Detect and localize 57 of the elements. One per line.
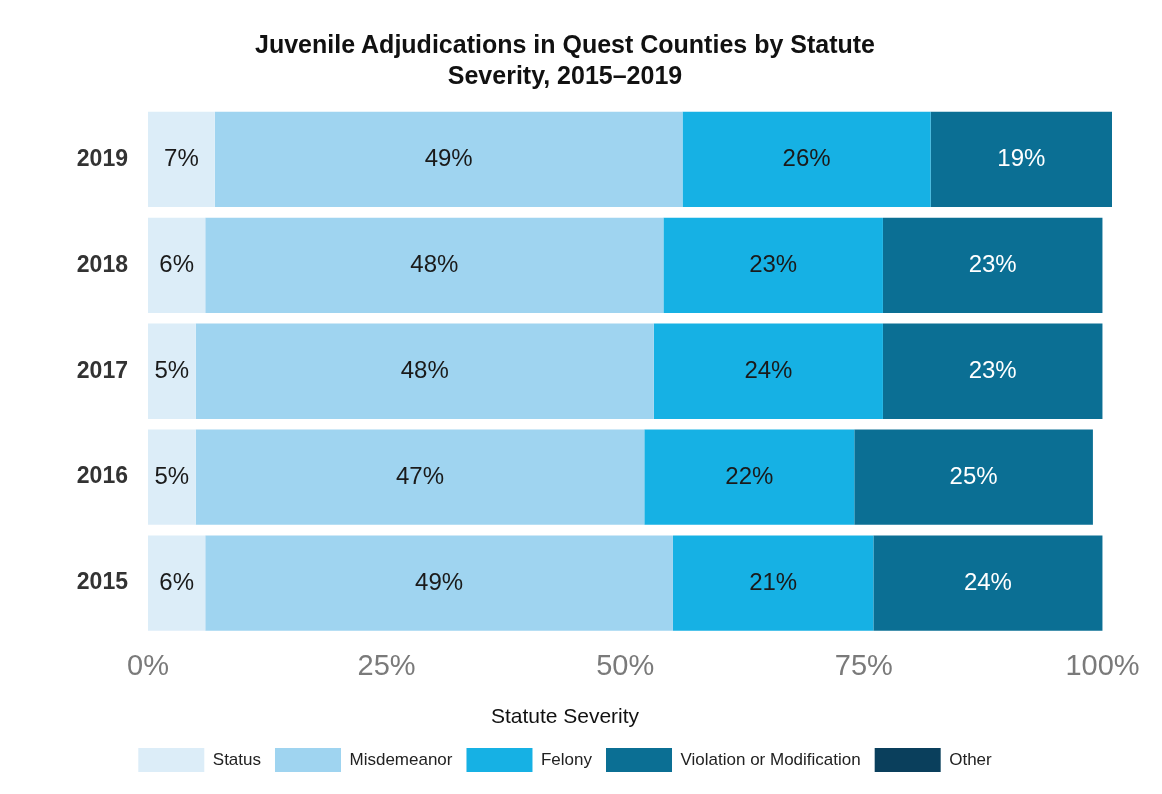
bar <box>682 111 931 208</box>
bar <box>148 429 196 525</box>
y-tick-label: 2015 <box>76 568 129 595</box>
x-tick-label: 0% <box>127 649 169 682</box>
data-label: 21% <box>749 567 798 595</box>
data-label: 48% <box>400 355 449 383</box>
legend-title: Statute Severity <box>490 704 640 728</box>
data-label: 22% <box>725 461 774 489</box>
data-label: 24% <box>744 355 793 383</box>
data-label: 49% <box>415 567 464 595</box>
bar <box>148 535 206 631</box>
legend-label: Violation or Modification <box>680 749 861 769</box>
bar <box>148 323 196 419</box>
chart-title: Juvenile Adjudications in Quest Counties by Statute Severity, 2015–2019 <box>255 29 876 89</box>
data-label: 48% <box>410 249 459 277</box>
data-label: 7% <box>164 144 199 172</box>
bar <box>644 429 855 525</box>
bar <box>195 323 654 419</box>
x-tick-label: 50% <box>596 649 655 682</box>
data-label: 47% <box>396 461 445 489</box>
legend-label: Felony <box>540 749 593 769</box>
data-label: 5% <box>154 355 190 383</box>
legend-label: Status <box>212 749 261 769</box>
legend-label: Misdemeanor <box>349 749 453 769</box>
bar <box>882 217 1103 314</box>
bar <box>205 535 673 631</box>
y-tick-label: 2019 <box>76 144 128 171</box>
bar <box>653 323 883 419</box>
data-label: 25% <box>949 461 998 489</box>
data-label: 24% <box>963 567 1012 595</box>
bar <box>873 535 1103 631</box>
data-label: 23% <box>968 249 1017 277</box>
bar <box>148 217 206 314</box>
x-tick-label: 100% <box>1065 649 1140 682</box>
bar <box>882 323 1103 419</box>
bar <box>195 429 645 525</box>
data-label: 26% <box>782 144 831 172</box>
bar <box>854 429 1093 525</box>
data-label: 23% <box>968 355 1017 383</box>
data-label: 23% <box>749 249 798 277</box>
y-tick-label: 2017 <box>76 356 128 383</box>
y-tick-label: 2018 <box>76 250 129 277</box>
y-tick-label: 2016 <box>76 462 128 489</box>
bar <box>214 111 683 208</box>
bar <box>148 111 215 208</box>
bar <box>205 217 664 314</box>
data-label: 6% <box>159 249 194 277</box>
legend-label: Other <box>949 749 993 769</box>
bar <box>672 535 874 631</box>
x-tick-label: 25% <box>357 649 416 682</box>
bar <box>663 217 883 314</box>
data-label: 5% <box>154 461 190 489</box>
data-label: 49% <box>424 144 473 172</box>
bar <box>930 111 1112 208</box>
data-label: 6% <box>159 567 194 595</box>
x-tick-label: 75% <box>834 649 893 682</box>
data-label: 19% <box>997 144 1046 172</box>
